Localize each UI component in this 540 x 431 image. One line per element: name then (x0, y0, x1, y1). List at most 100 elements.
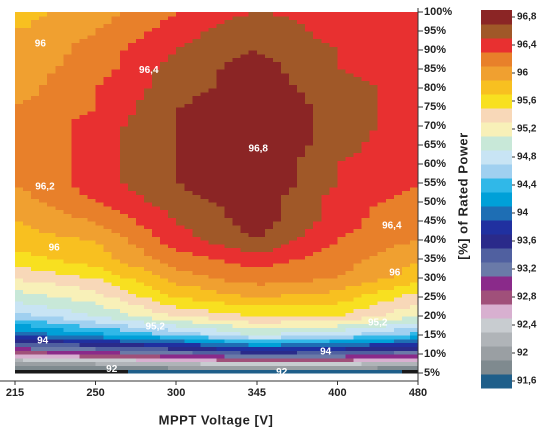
contour-cell (272, 342, 282, 347)
contour-cell (337, 342, 347, 347)
contour-cell (321, 72, 330, 78)
contour-cell (409, 53, 419, 59)
contour-cell (264, 224, 274, 230)
contour-cell (377, 107, 387, 112)
contour-cell (15, 312, 24, 317)
contour-cell (79, 289, 89, 294)
contour-cell (369, 95, 379, 100)
contour-cell (321, 183, 330, 188)
contour-cell (345, 361, 355, 366)
contour-cell (216, 99, 226, 104)
contour-cell (345, 304, 355, 309)
contour-cell (248, 186, 258, 192)
contour-cell (143, 110, 153, 116)
contour-cell (119, 122, 129, 127)
contour-cell (103, 365, 113, 370)
contour-cell (224, 312, 234, 317)
contour-cell (15, 262, 24, 268)
contour-cell (393, 297, 403, 302)
contour-cell (208, 38, 218, 43)
contour-cell (272, 304, 282, 309)
contour-cell (337, 308, 347, 313)
contour-cell (168, 240, 177, 245)
contour-cell (95, 308, 105, 313)
contour-cell (248, 293, 258, 298)
contour-cell (321, 285, 330, 290)
contour-cell (168, 297, 177, 302)
contour-cell (208, 316, 218, 321)
contour-cell (31, 72, 40, 78)
contour-cell (313, 319, 322, 325)
contour-cell (401, 160, 411, 165)
contour-cell (39, 129, 48, 135)
contour-cell (361, 297, 371, 302)
contour-cell (208, 213, 218, 218)
contour-cell (377, 72, 387, 78)
contour-cell (264, 323, 274, 328)
contour-cell (208, 293, 218, 298)
contour-cell (297, 137, 306, 142)
contour-cell (337, 251, 347, 256)
contour-cell (95, 72, 105, 78)
contour-cell (345, 42, 355, 47)
y-tick-label: 80% (424, 82, 446, 94)
contour-cell (192, 156, 201, 161)
contour-cell (87, 61, 97, 66)
contour-cell (345, 240, 355, 245)
contour-cell (272, 84, 282, 89)
contour-cell (111, 361, 121, 366)
contour-cell (224, 65, 234, 70)
contour-cell (208, 156, 218, 161)
contour-cell (337, 198, 347, 203)
contour-cell (256, 331, 266, 336)
contour-cell (176, 365, 185, 370)
contour-cell (385, 202, 395, 207)
contour-cell (305, 167, 314, 173)
contour-cell (232, 152, 242, 157)
contour-cell (289, 46, 298, 51)
contour-cell (272, 255, 282, 260)
contour-cell (280, 156, 290, 161)
contour-cell (95, 99, 105, 104)
contour-cell (176, 293, 185, 298)
contour-cell (313, 133, 322, 138)
contour-cell (297, 289, 306, 294)
contour-cell (15, 107, 24, 112)
contour-cell (264, 107, 274, 112)
contour-cell (345, 61, 355, 66)
contour-cell (143, 221, 153, 226)
contour-cell (329, 338, 338, 344)
contour-cell (313, 232, 322, 237)
contour-cell (353, 91, 363, 97)
contour-cell (135, 84, 145, 89)
contour-cell (248, 34, 258, 40)
contour-cell (280, 145, 290, 150)
contour-cell (87, 331, 97, 336)
contour-cell (232, 316, 242, 321)
contour-cell (160, 228, 169, 233)
contour-cell (240, 148, 250, 154)
contour-cell (337, 369, 347, 374)
contour-cell (79, 137, 89, 142)
contour-cell (71, 133, 81, 138)
contour-cell (385, 183, 395, 188)
contour-cell (256, 297, 266, 302)
contour-cell (127, 338, 137, 344)
contour-cell (192, 167, 201, 173)
contour-cell (385, 76, 395, 81)
contour-cell (272, 65, 282, 70)
contour-cell (345, 323, 355, 328)
contour-cell (47, 126, 56, 131)
contour-cell (345, 114, 355, 119)
contour-cell (240, 240, 250, 245)
contour-cell (200, 304, 210, 309)
contour-cell (216, 354, 226, 359)
contour-cell (256, 346, 266, 351)
contour-cell (135, 15, 145, 21)
contour-cell (103, 251, 113, 256)
contour-cell (160, 122, 169, 127)
contour-cell (369, 278, 379, 283)
contour-cell (184, 84, 193, 89)
contour-cell (361, 91, 371, 97)
contour-cell (200, 335, 210, 340)
